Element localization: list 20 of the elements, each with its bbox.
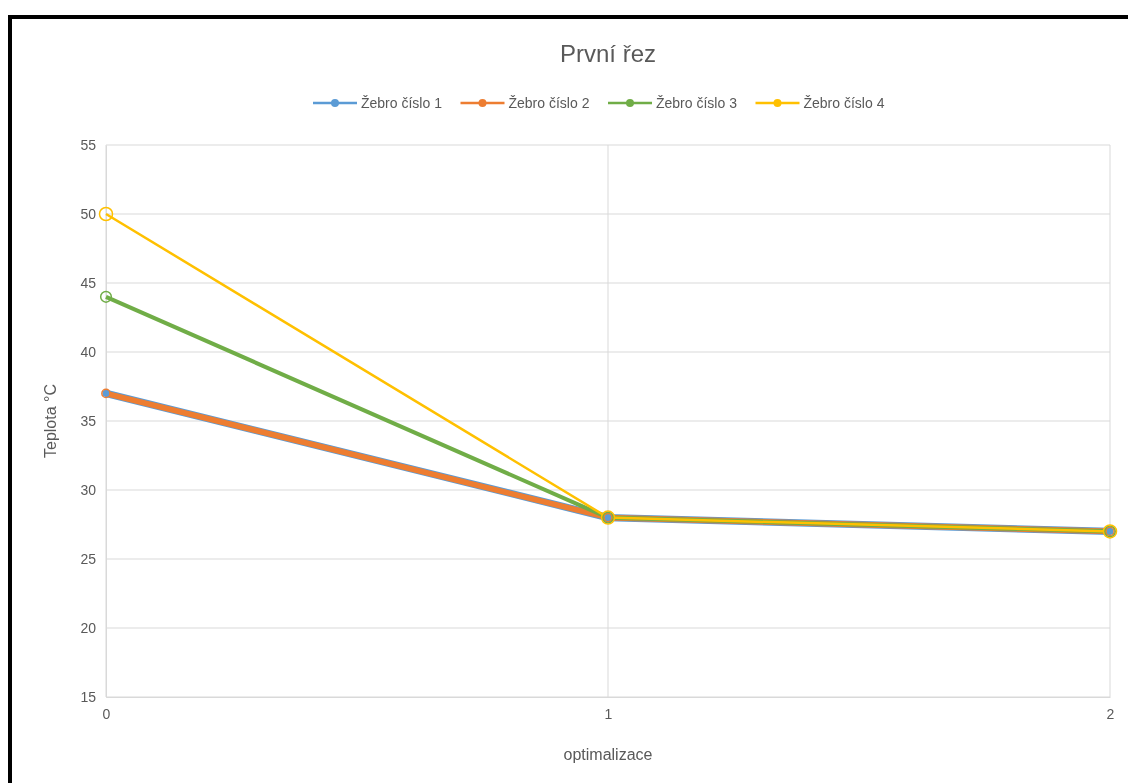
x-tick-label: 2 [1106,705,1115,722]
legend-label: Žebro číslo 1 [361,95,443,111]
chart-title: První řez [559,40,657,67]
x-tick-label: 1 [604,705,613,722]
legend-label: Žebro číslo 2 [508,95,590,111]
y-tick-label: 25 [80,550,97,567]
y-tick-label: 40 [80,343,97,360]
x-tick-label: 0 [102,705,111,722]
y-axis-title: Teplota °C [42,384,59,458]
point [98,206,114,222]
y-tick-label: 50 [80,205,97,222]
y-tick-label: 55 [80,136,97,153]
legend-label: Žebro číslo 3 [656,95,738,111]
y-tick-label: 45 [80,274,97,291]
x-axis-title: optimalizace [563,746,653,763]
legend-label: Žebro číslo 4 [803,95,885,111]
y-tick-label: 35 [80,412,97,429]
y-tick-label: 30 [80,481,97,498]
y-tick-label: 20 [80,619,97,636]
y-tick-label: 15 [80,688,97,705]
